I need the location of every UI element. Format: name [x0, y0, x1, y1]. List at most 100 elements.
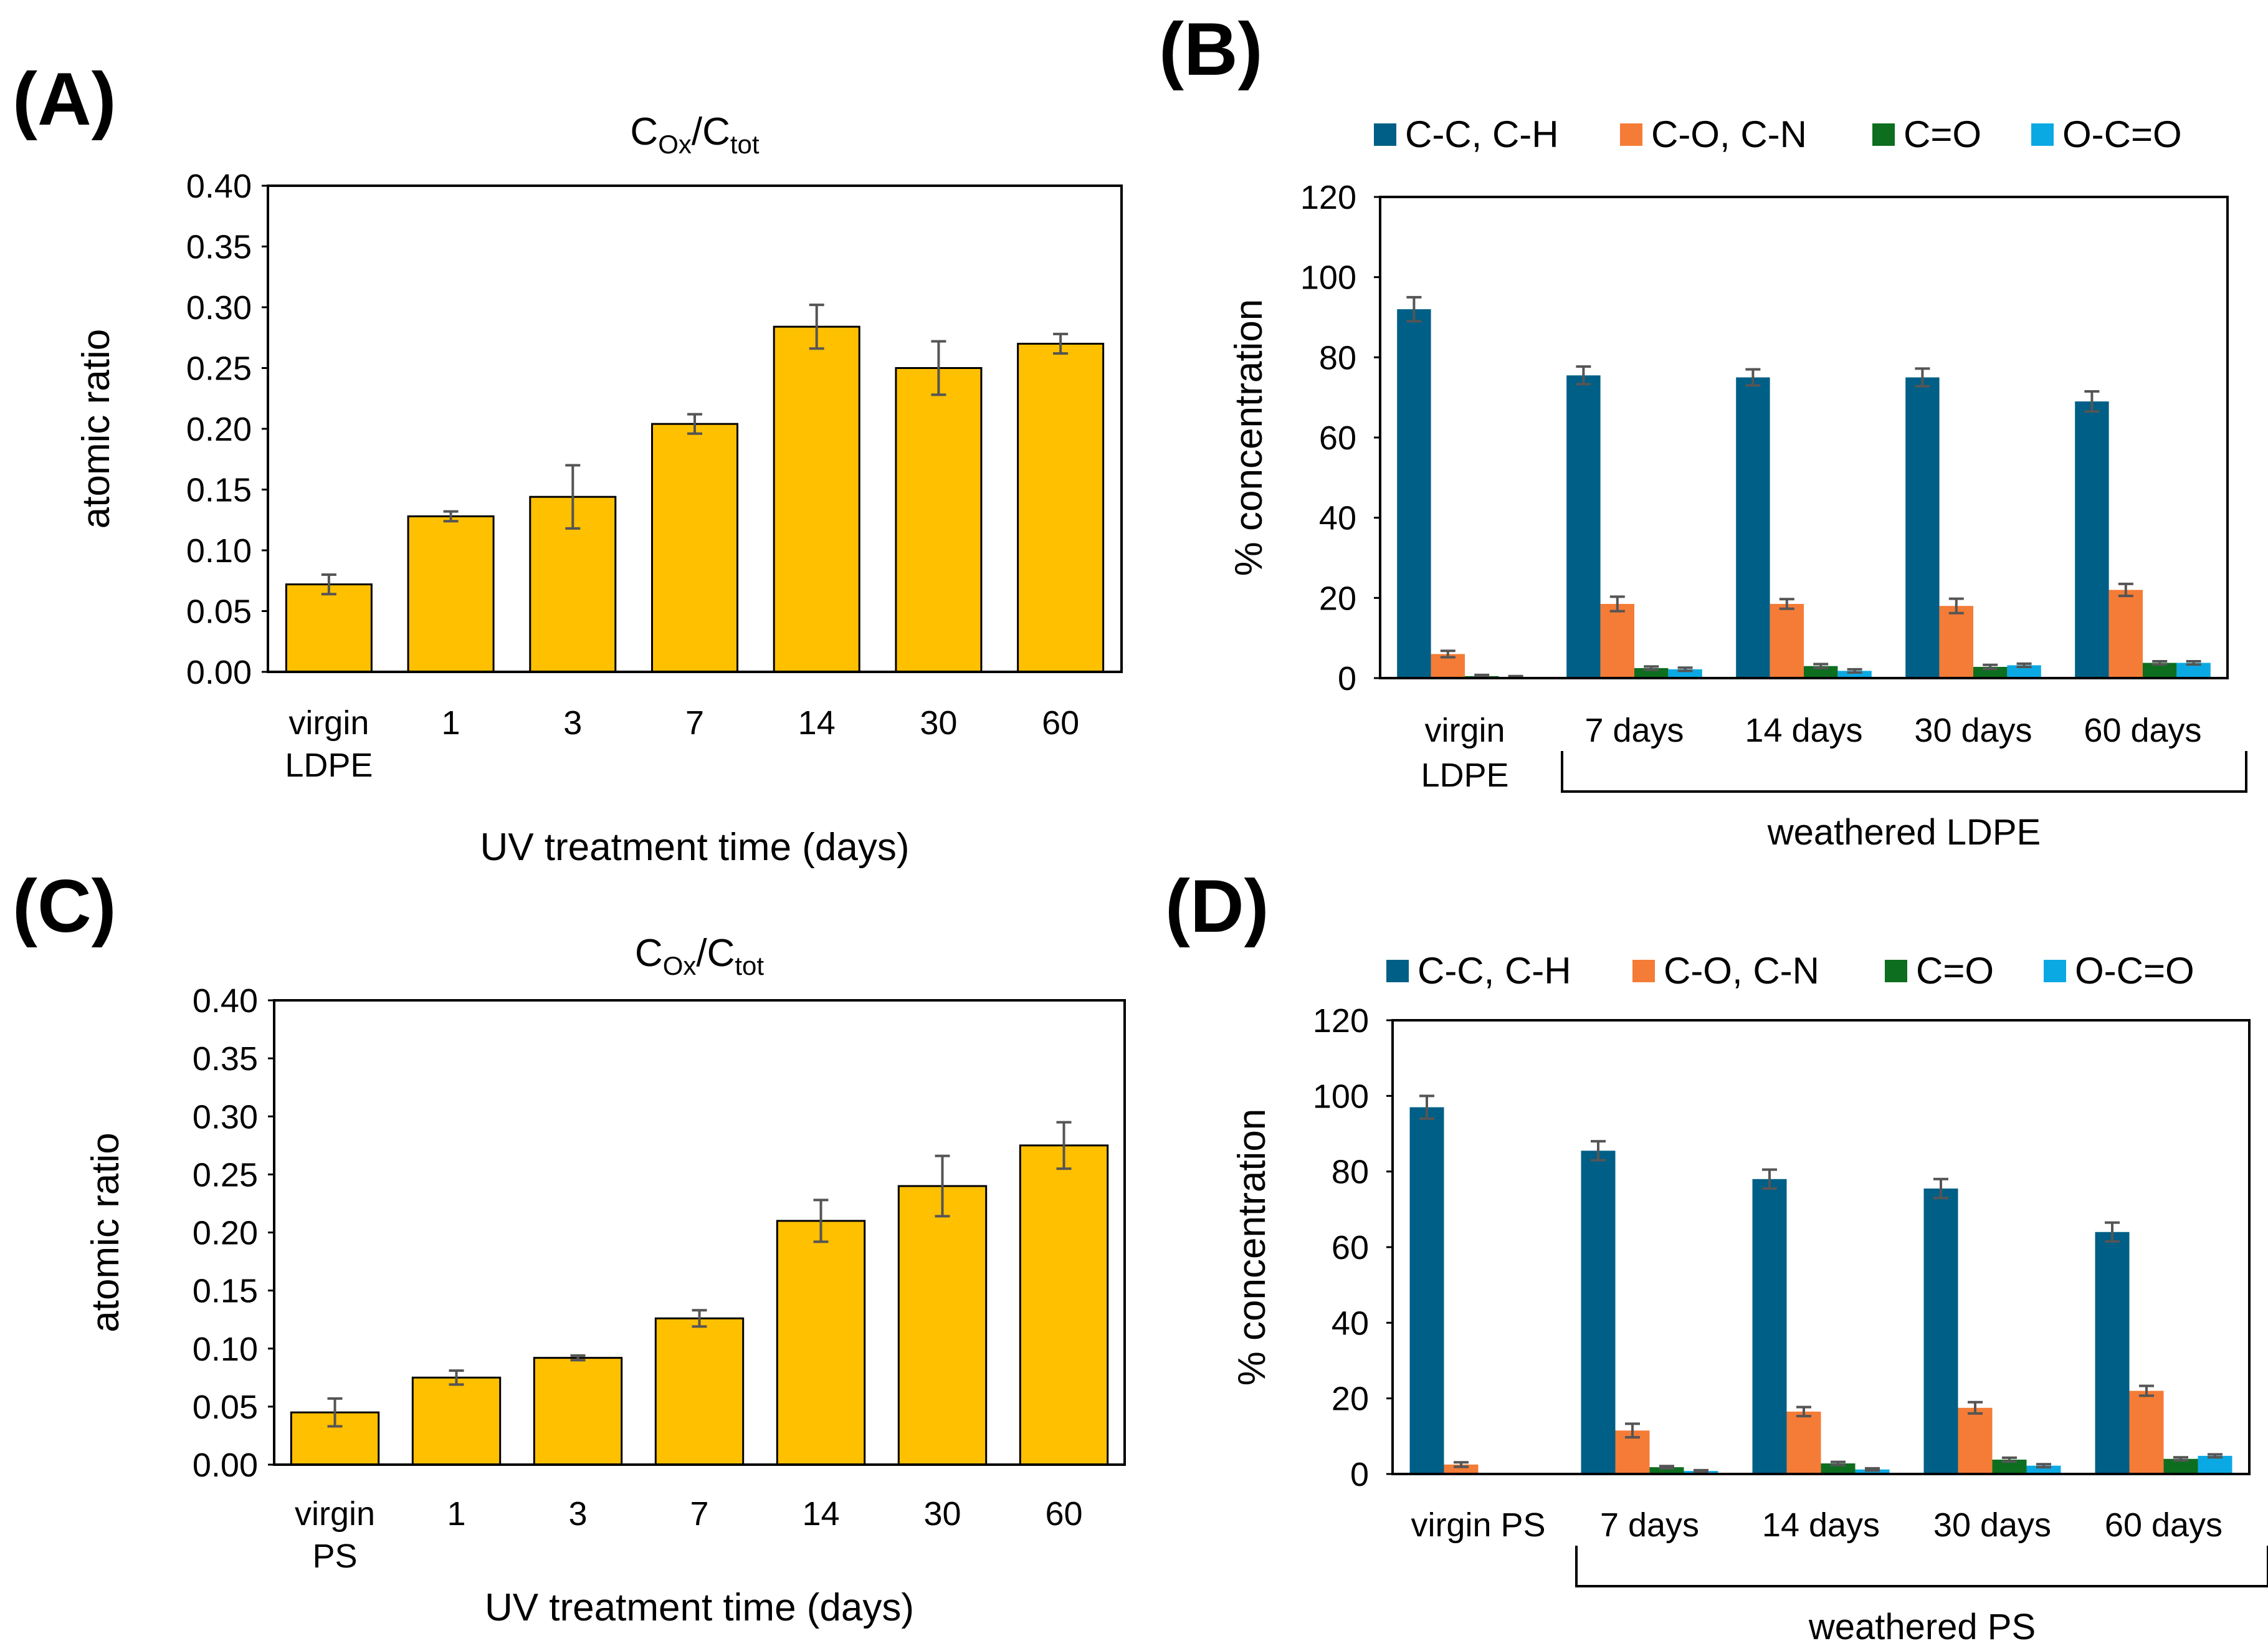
group-bracket: [1575, 1546, 2268, 1587]
x-tick-label: LDPE: [1421, 757, 1508, 794]
legend-swatch: [1374, 123, 1396, 146]
x-tick-label: 30 days: [1914, 712, 2032, 749]
bar: [1804, 666, 1838, 678]
x-tick-label: virgin: [1424, 712, 1505, 749]
legend-label: O-C=O: [2075, 950, 2194, 992]
y-tick-label: 0.05: [193, 1389, 258, 1426]
y-tick-label: 100: [1300, 259, 1356, 297]
bar: [1992, 1459, 2027, 1474]
x-tick-label: 7 days: [1584, 712, 1684, 749]
y-tick-label: 0.05: [186, 593, 252, 631]
legend-swatch: [1885, 960, 1907, 982]
x-tick-label: LDPE: [285, 747, 373, 784]
bar: [1668, 669, 1702, 678]
x-tick-label: 14: [802, 1495, 839, 1533]
x-tick-label: 60: [1045, 1495, 1082, 1533]
y-tick-label: 0.35: [193, 1040, 258, 1078]
y-tick-label: 0.25: [193, 1156, 258, 1194]
legend-label: C=O: [1916, 950, 1994, 992]
x-tick-label: 1: [442, 704, 460, 742]
y-tick-label: 120: [1313, 1002, 1369, 1040]
bar: [411, 1376, 502, 1466]
legend-swatch: [2031, 123, 2054, 146]
y-tick-label: 80: [1332, 1154, 1369, 1191]
group-bracket: [1561, 751, 2247, 793]
bar: [1770, 603, 1804, 678]
bar: [1444, 1464, 1479, 1474]
legend-swatch: [1872, 123, 1895, 146]
x-tick-label: 60 days: [2105, 1506, 2223, 1544]
x-tick-label: 14 days: [1762, 1506, 1880, 1544]
bar: [1752, 1179, 1787, 1474]
bar: [1397, 309, 1431, 679]
x-tick-label: 60 days: [2084, 712, 2201, 749]
y-axis-title: atomic ratio: [84, 1132, 127, 1332]
chart-title: COx/Ctot: [635, 932, 764, 980]
chart-title: COx/Ctot: [630, 110, 759, 159]
y-tick-label: 0.20: [193, 1215, 258, 1252]
x-tick-label: 30 days: [1933, 1506, 2051, 1544]
bar: [651, 423, 738, 673]
bar: [1409, 1107, 1444, 1474]
x-tick-label: 14 days: [1745, 712, 1862, 749]
x-tick-label: virgin: [288, 704, 369, 742]
x-tick-label: 14: [798, 704, 836, 742]
bar: [1837, 671, 1872, 678]
bar: [1786, 1411, 1821, 1474]
y-tick-label: 20: [1332, 1381, 1369, 1418]
x-tick-label: 3: [568, 1495, 587, 1533]
bar: [1649, 1467, 1684, 1474]
legend-swatch: [2044, 960, 2066, 982]
panel-letter: (A): [12, 57, 117, 141]
y-tick-label: 0.10: [186, 532, 252, 570]
bar: [1958, 1407, 1993, 1474]
x-axis-title: UV treatment time (days): [485, 1586, 914, 1629]
y-tick-label: 0.20: [186, 411, 252, 448]
legend-label: C-C, C-H: [1418, 950, 1571, 992]
bar: [2026, 1465, 2061, 1474]
bar: [2108, 590, 2143, 678]
y-tick-label: 0.00: [193, 1447, 258, 1484]
panel-letter: (B): [1159, 7, 1263, 91]
bar: [897, 1185, 988, 1466]
x-tick-label: 60: [1042, 704, 1079, 742]
y-axis-title: % concentration: [1231, 1109, 1274, 1386]
y-tick-label: 0.35: [186, 229, 252, 266]
bar: [1566, 375, 1601, 678]
bar: [1017, 343, 1105, 673]
x-tick-label: 7: [690, 1495, 708, 1533]
x-tick-label: 30: [920, 704, 957, 742]
bar: [1600, 603, 1634, 678]
bar: [1923, 1188, 1958, 1474]
y-tick-label: 120: [1300, 179, 1356, 216]
y-tick-label: 80: [1319, 339, 1356, 376]
x-tick-label: 30: [923, 1495, 961, 1533]
bar: [1821, 1463, 1856, 1474]
bar: [895, 367, 983, 673]
y-tick-label: 0.25: [186, 350, 252, 388]
panel-c: (C) COx/Ctot virgin PS 1 3 7 14 30 60 0.00 0.05 0.10…: [12, 864, 1126, 1629]
panel-b: (B) C-C, C-H C-O, C-N C=O O-C=O virgin LDPE 7 d…: [1159, 7, 2247, 853]
bar: [2095, 1232, 2130, 1474]
legend-swatch: [1386, 960, 1409, 982]
legend-swatch: [1620, 123, 1642, 146]
bar: [773, 325, 860, 673]
bar: [2007, 665, 2041, 678]
legend-label: C=O: [1904, 113, 1981, 155]
group-label: weathered LDPE: [1767, 812, 2041, 853]
y-tick-label: 60: [1332, 1229, 1369, 1266]
y-tick-label: 0.10: [193, 1331, 258, 1368]
y-axis-title: % concentration: [1227, 299, 1270, 577]
y-tick-label: 20: [1319, 580, 1356, 617]
y-tick-label: 0.15: [186, 472, 252, 509]
x-tick-label: 7: [685, 704, 704, 742]
y-axis-title: atomic ratio: [75, 329, 118, 529]
bar: [407, 515, 495, 673]
x-tick-label: PS: [312, 1538, 357, 1575]
bar: [654, 1317, 745, 1466]
y-tick-label: 0.40: [186, 168, 252, 205]
legend-label: C-O, C-N: [1664, 950, 1819, 992]
bar: [1905, 377, 1940, 678]
y-tick-label: 0.30: [186, 289, 252, 327]
y-tick-label: 0.40: [193, 982, 258, 1020]
